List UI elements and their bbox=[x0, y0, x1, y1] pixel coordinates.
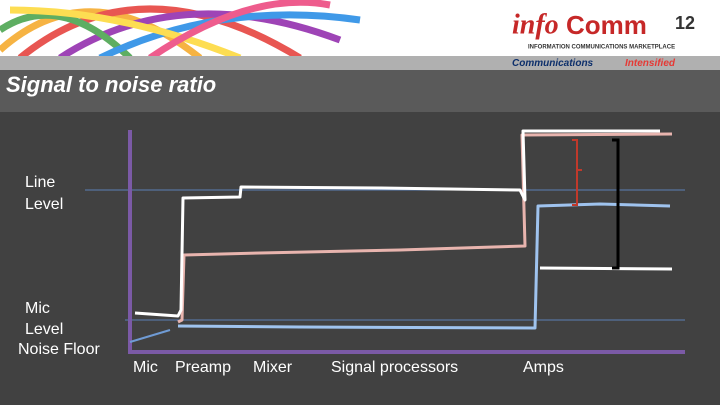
stage-label: Amps bbox=[523, 359, 564, 376]
amp-noise-trace bbox=[539, 266, 673, 271]
logo-subline: INFORMATION COMMUNICATIONS MARKETPLACE bbox=[528, 45, 675, 51]
tagline-bar bbox=[0, 56, 720, 70]
level-label: Mic bbox=[25, 300, 50, 317]
stage-label: Signal processors bbox=[331, 359, 458, 376]
title-bar bbox=[0, 70, 720, 112]
logo-info: info bbox=[512, 9, 559, 40]
stage-labels: Mic Preamp Mixer Signal processors Amps bbox=[133, 359, 564, 376]
level-label: Line bbox=[25, 174, 55, 191]
level-label: Level bbox=[25, 196, 63, 213]
tagline-second: Intensified bbox=[625, 58, 676, 69]
signal-trace bbox=[134, 129, 660, 318]
level-label: Noise Floor bbox=[18, 341, 100, 358]
traces bbox=[134, 129, 673, 330]
level-labels: Line Level Mic Level Noise Floor bbox=[18, 174, 100, 358]
slide-title: Signal to noise ratio bbox=[6, 72, 216, 97]
noise-start bbox=[129, 329, 171, 343]
reference-lines bbox=[85, 189, 685, 321]
stage-label: Preamp bbox=[175, 359, 231, 376]
stage-label: Mic bbox=[133, 359, 158, 376]
snr-bracket-red bbox=[572, 139, 582, 206]
tagline-first: Communications bbox=[512, 58, 594, 69]
logo-number: 12 bbox=[675, 13, 695, 33]
banner-arcs bbox=[0, 0, 361, 62]
line-signal-trace bbox=[177, 202, 671, 330]
snr-bracket-black bbox=[612, 138, 620, 270]
level-label: Level bbox=[25, 321, 63, 338]
logo-comm: Comm bbox=[566, 10, 647, 40]
stage-label: Mixer bbox=[253, 359, 293, 376]
